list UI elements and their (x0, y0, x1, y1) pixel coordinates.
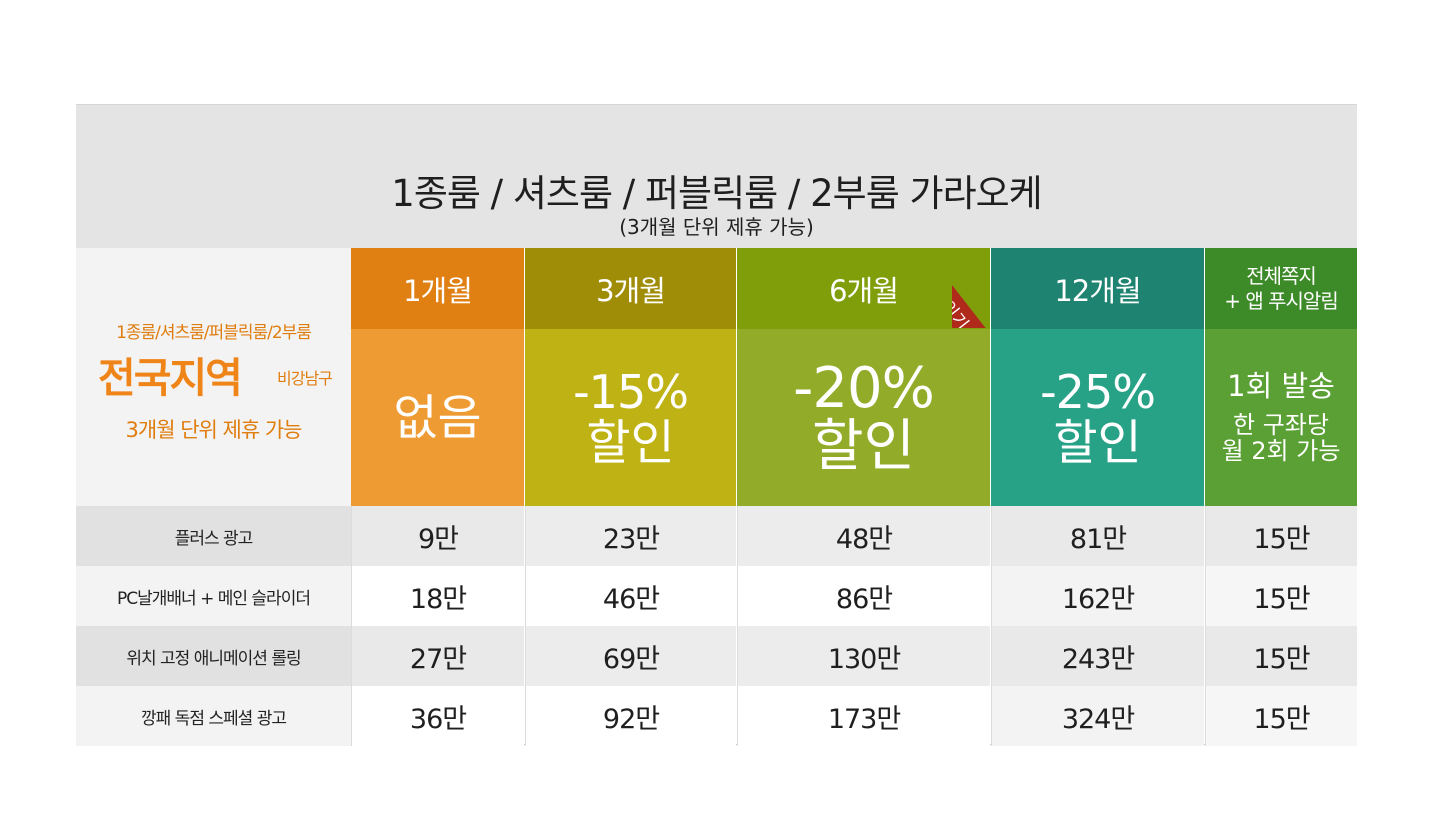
discount-label: 할인 (1053, 414, 1142, 471)
discount-percent: -25% (1040, 364, 1156, 419)
info-region-suffix: 비강남구 (277, 369, 333, 388)
plan-benefit-12-month: -25% 할인 (991, 329, 1204, 506)
info-region: 전국지역 (98, 354, 243, 402)
price-cell: 69만 (525, 626, 736, 686)
price-cell: 162만 (991, 566, 1204, 626)
row-label: PC날개배너 + 메인 슬라이더 (76, 566, 351, 626)
push-note-1: 한 구좌당 (1233, 411, 1329, 439)
price-cell: 27만 (351, 626, 524, 686)
title-area: 1종룸 / 셔츠룸 / 퍼블릭룸 / 2부룸 가라오케 (3개월 단위 제휴 가… (76, 104, 1357, 248)
price-cell: 15만 (1205, 506, 1357, 566)
page-subtitle: (3개월 단위 제휴 가능) (619, 215, 814, 239)
price-cell: 18만 (351, 566, 524, 626)
price-cell: 324만 (991, 686, 1204, 746)
plan-header-12-month: 12개월 (991, 248, 1204, 329)
price-cell: 243만 (991, 626, 1204, 686)
price-cell: 23만 (525, 506, 736, 566)
plan-header-3-month: 3개월 (525, 248, 736, 329)
page-title: 1종룸 / 셔츠룸 / 퍼블릭룸 / 2부룸 가라오케 (391, 172, 1042, 215)
price-cell: 15만 (1205, 566, 1357, 626)
push-benefit: 1회 발송 (1227, 369, 1335, 403)
plan-benefit-1-month: 없음 (351, 329, 524, 506)
benefit-none: 없음 (393, 389, 482, 446)
discount-label: 할인 (586, 414, 675, 471)
info-note: 3개월 단위 제휴 가능 (125, 418, 303, 442)
row-label: 플러스 광고 (76, 506, 351, 566)
plan-benefit-3-month: -15% 할인 (525, 329, 736, 506)
price-cell: 9만 (351, 506, 524, 566)
price-cell: 173만 (737, 686, 990, 746)
plan-header-push: 전체쪽지 + 앱 푸시알림 (1205, 248, 1357, 329)
info-block: 1종룸/셔츠룸/퍼블릭룸/2부룸 전국지역 비강남구 3개월 단위 제휴 가능 (76, 248, 351, 506)
plan-header-6-month: 6개월 (737, 248, 990, 329)
price-cell: 15만 (1205, 686, 1357, 746)
price-cell: 15만 (1205, 626, 1357, 686)
info-categories: 1종룸/셔츠룸/퍼블릭룸/2부룸 (116, 323, 312, 343)
plan-header-1-month: 1개월 (351, 248, 524, 329)
pricing-table: 1종룸 / 셔츠룸 / 퍼블릭룸 / 2부룸 가라오케 (3개월 단위 제휴 가… (76, 104, 1357, 746)
push-subtitle: + 앱 푸시알림 (1224, 288, 1338, 313)
discount-label: 할인 (811, 413, 916, 479)
price-cell: 48만 (737, 506, 990, 566)
discount-percent: -20% (793, 355, 935, 421)
plan-benefit-6-month: -20% 할인 (737, 329, 990, 506)
price-cell: 92만 (525, 686, 736, 746)
price-cell: 130만 (737, 626, 990, 686)
push-title: 전체쪽지 (1246, 263, 1317, 288)
row-label: 위치 고정 애니메이션 롤링 (76, 626, 351, 686)
plan-benefit-push: 1회 발송 한 구좌당 월 2회 가능 (1205, 329, 1357, 506)
price-cell: 36만 (351, 686, 524, 746)
row-label: 깡패 독점 스페셜 광고 (76, 686, 351, 746)
price-cell: 81만 (991, 506, 1204, 566)
price-cell: 86만 (737, 566, 990, 626)
popular-badge: 인기 (952, 262, 990, 328)
price-cell: 46만 (525, 566, 736, 626)
discount-percent: -15% (573, 364, 689, 419)
popular-ribbon: 인기 (952, 248, 990, 328)
push-note-2: 월 2회 가능 (1221, 437, 1341, 465)
